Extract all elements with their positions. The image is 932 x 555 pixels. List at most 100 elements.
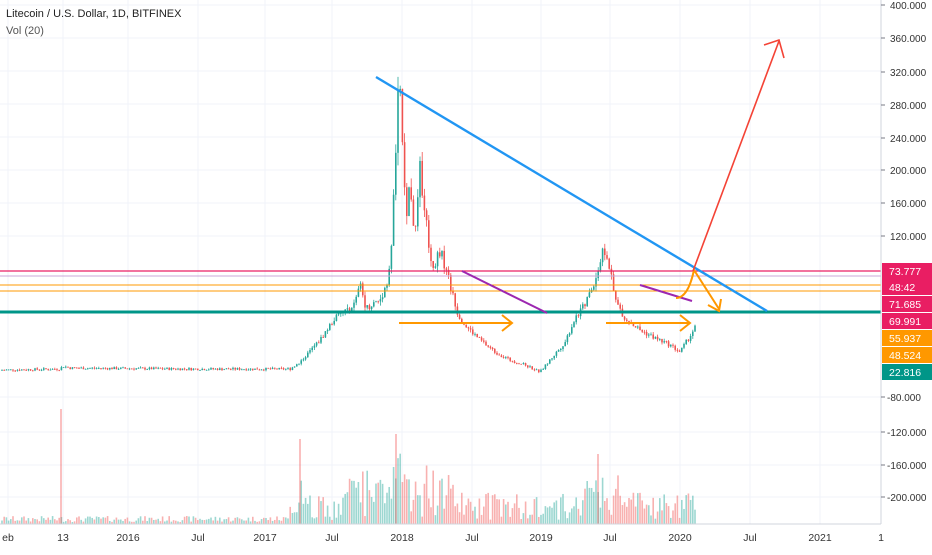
candle-body [452, 290, 454, 294]
candle-body [432, 261, 434, 268]
candle-body [373, 302, 375, 307]
candle-body [601, 248, 604, 263]
volume-bar [333, 501, 335, 524]
volume-bar [533, 499, 536, 524]
price-label-box [882, 263, 932, 279]
candle-body [65, 366, 67, 368]
price-label-text: 69.991 [889, 316, 921, 328]
volume-bar [428, 498, 430, 524]
volume-bar [535, 497, 538, 524]
candle-body [168, 367, 170, 370]
volume-bar [538, 516, 540, 524]
price-label-box [882, 313, 932, 329]
candle-body [386, 285, 388, 288]
volume-bar [423, 483, 426, 524]
volume-bar [260, 519, 263, 524]
candle-body [659, 339, 661, 340]
volume-bar [188, 516, 190, 524]
candle-body [375, 301, 377, 303]
candle-body [637, 326, 639, 328]
volume-bar [612, 495, 615, 524]
candle-body [333, 320, 335, 325]
volume-bar [357, 481, 360, 524]
volume-bar [362, 471, 364, 524]
candle-body [359, 283, 362, 289]
price-tick-label: 280.000 [890, 101, 927, 112]
volume-bar [300, 480, 302, 524]
candle-body [458, 314, 461, 319]
candle-body [5, 369, 8, 371]
volume-bar [12, 516, 14, 524]
candle-body [293, 366, 296, 368]
volume-bar [348, 478, 351, 524]
candle-body [245, 369, 247, 371]
volume-bar [293, 512, 296, 524]
volume-bar [628, 497, 630, 524]
volume-bar [577, 508, 580, 524]
volume-bar [7, 520, 10, 524]
volume-bar [179, 521, 181, 524]
volume-bar [364, 516, 366, 524]
volume-bar [148, 517, 151, 524]
volume-bar [500, 516, 503, 524]
chart-legend: Litecoin / U.S. Dollar, 1D, BITFINEX Vol… [6, 6, 181, 40]
price-label-text: 71.685 [889, 299, 921, 311]
volume-bar [681, 499, 683, 524]
candle-body [199, 370, 201, 371]
candle-body [216, 368, 219, 370]
volume-bar [172, 520, 175, 524]
volume-bar [285, 517, 287, 524]
candle-body [392, 194, 395, 246]
candle-body [276, 368, 278, 370]
price-label-box [882, 364, 932, 380]
volume-bar [60, 409, 62, 524]
candle-body [43, 368, 45, 370]
candle-body [150, 367, 153, 370]
candle-body [584, 304, 586, 307]
volume-bar [621, 505, 624, 524]
volume-bar [562, 493, 564, 524]
candle-body [155, 367, 157, 369]
volume-bar [509, 516, 511, 524]
candle-body [104, 367, 107, 369]
volume-bar [597, 492, 599, 524]
candle-body [16, 369, 19, 371]
volume-bar [502, 499, 505, 524]
candle-body [274, 367, 276, 369]
volume-bar [610, 514, 613, 524]
volume-bar [430, 507, 432, 524]
volume-bar [54, 519, 56, 524]
volume-bar [549, 506, 551, 524]
candle-body [384, 287, 386, 298]
candle-body [524, 363, 527, 366]
volume-bar [87, 516, 89, 524]
volume-bar [29, 521, 32, 524]
candle-body [318, 342, 320, 344]
candle-body [502, 357, 505, 358]
candle-body [597, 270, 599, 279]
candle-body [84, 368, 87, 370]
candle-body [111, 367, 113, 370]
candle-body [267, 367, 269, 369]
candle-body [355, 296, 357, 303]
candle-body [131, 368, 133, 370]
volume-bar [256, 521, 258, 524]
volume-bar [335, 517, 338, 524]
candle-body [529, 366, 531, 368]
price-label-text: 22.816 [889, 367, 921, 379]
volume-bar [458, 512, 461, 524]
candle-body [227, 368, 230, 370]
volume-bar [586, 481, 588, 524]
volume-bar [368, 490, 371, 524]
candle-body [278, 367, 280, 370]
volume-bar [623, 502, 626, 524]
volume-bar [463, 514, 465, 524]
volume-bar [573, 506, 575, 524]
candle-body [428, 220, 430, 248]
candle-body [62, 367, 65, 368]
candle-body [29, 369, 32, 371]
candle-body [265, 367, 267, 371]
candle-body [419, 160, 421, 198]
